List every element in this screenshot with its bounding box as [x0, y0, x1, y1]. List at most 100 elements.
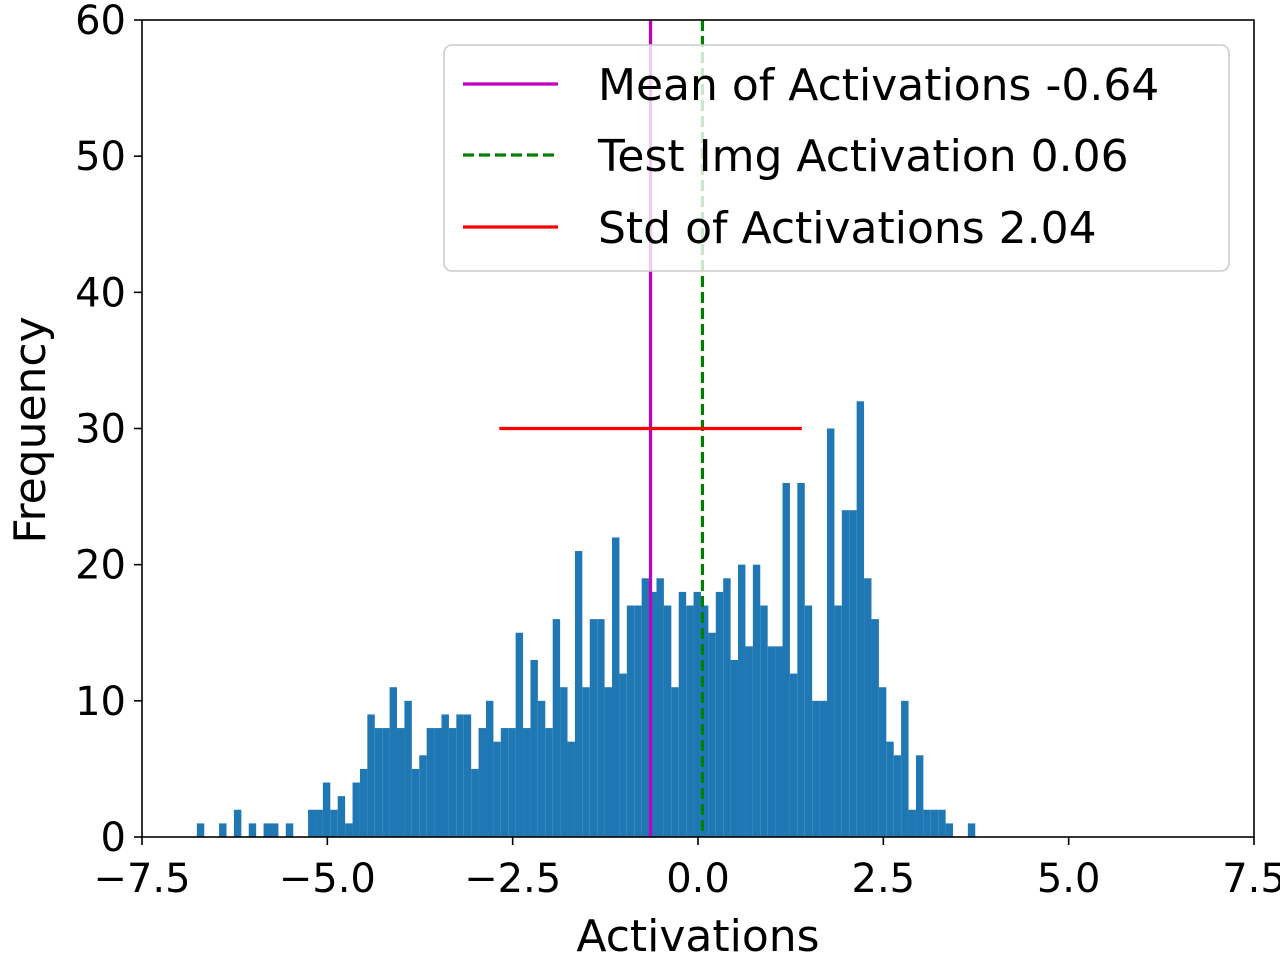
histogram-bar	[389, 687, 398, 837]
histogram-bar	[715, 591, 724, 837]
histogram-bar	[345, 823, 353, 837]
legend-label: Mean of Activations -0.64	[598, 60, 1159, 111]
histogram-bars	[196, 401, 976, 837]
histogram-bar	[493, 741, 501, 837]
histogram-bar	[463, 714, 472, 837]
histogram-bar	[797, 482, 805, 837]
legend: Mean of Activations -0.64 Test Img Activa…	[443, 44, 1230, 272]
histogram-bar	[930, 809, 939, 837]
histogram-bar	[856, 401, 865, 837]
histogram-bar	[434, 728, 442, 837]
y-axis-label: Frequency	[5, 316, 56, 543]
histogram-bar	[337, 796, 346, 837]
y-tick-label: 60	[75, 0, 126, 44]
histogram-bar	[789, 673, 798, 837]
histogram-bar	[804, 605, 813, 837]
histogram-bar	[359, 768, 368, 837]
histogram-bar	[826, 428, 835, 837]
histogram-bar	[270, 823, 279, 837]
histogram-bar	[411, 768, 420, 837]
histogram-bar	[915, 755, 924, 837]
x-tick-label: −7.5	[93, 856, 190, 902]
histogram-bar	[634, 605, 642, 837]
histogram-bar	[352, 782, 360, 837]
histogram-bar	[397, 728, 405, 837]
histogram-bar	[767, 646, 776, 837]
histogram-bar	[738, 564, 746, 837]
histogram-bar	[448, 728, 457, 837]
histogram-bar	[419, 755, 427, 837]
histogram-bar	[456, 714, 464, 837]
histogram-bar	[908, 809, 916, 837]
y-tick-label: 30	[75, 407, 126, 453]
y-axis-ticks: 0 10 20 30 40 50 60	[75, 0, 142, 861]
histogram-bar	[619, 673, 627, 837]
histogram-bar	[219, 823, 227, 837]
histogram-bar	[330, 809, 338, 837]
x-tick-label: 7.5	[1222, 856, 1280, 902]
histogram-bar	[834, 605, 842, 837]
histogram-bar	[530, 659, 538, 837]
histogram-bar	[560, 687, 568, 837]
histogram-bar	[233, 809, 242, 837]
histogram-bar	[485, 700, 494, 837]
histogram-bar	[649, 591, 657, 837]
histogram-bar	[508, 728, 516, 837]
histogram-bar	[945, 823, 954, 837]
histogram-bar	[871, 619, 879, 837]
histogram-bar	[574, 551, 583, 837]
y-tick-label: 40	[75, 270, 126, 316]
x-tick-label: 5.0	[1037, 856, 1101, 902]
histogram-bar	[315, 809, 323, 837]
histogram-bar	[967, 823, 976, 837]
x-axis-ticks: −7.5 −5.0 −2.5 0.0 2.5 5.0 7.5	[93, 837, 1280, 902]
histogram-bar	[849, 510, 857, 837]
histogram-bar	[700, 605, 709, 837]
y-tick-label: 10	[75, 679, 126, 725]
histogram-bar	[537, 700, 546, 837]
histogram-bar	[760, 605, 768, 837]
legend-box	[443, 44, 1230, 272]
histogram-bar	[730, 659, 739, 837]
histogram-bar	[404, 700, 412, 837]
histogram-bar	[567, 741, 575, 837]
legend-label: Std of Activations 2.04	[598, 203, 1097, 254]
y-tick-label: 20	[75, 543, 126, 589]
histogram-bar	[782, 482, 790, 837]
histogram-bar	[478, 728, 486, 837]
histogram-bar	[864, 578, 872, 837]
histogram-bar	[886, 741, 894, 837]
histogram-bar	[612, 537, 620, 837]
histogram-bar	[426, 728, 435, 837]
histogram-bar	[285, 823, 294, 837]
histogram-bar	[552, 619, 561, 837]
histogram-bar	[708, 632, 716, 837]
x-tick-label: −2.5	[464, 856, 561, 902]
histogram-bar	[308, 809, 316, 837]
histogram-bar	[878, 687, 887, 837]
histogram-bar	[663, 605, 672, 837]
histogram-bar	[367, 714, 375, 837]
histogram-bar	[723, 578, 731, 837]
legend-label: Test Img Activation 0.06	[597, 131, 1129, 182]
histogram-bar	[775, 646, 783, 837]
y-tick-label: 0	[101, 815, 126, 861]
histogram-bar	[196, 823, 205, 837]
histogram-bar	[752, 564, 761, 837]
x-tick-label: −5.0	[279, 856, 376, 902]
histogram-bar	[641, 578, 650, 837]
histogram-bar	[819, 700, 827, 837]
histogram-bar	[693, 591, 701, 837]
histogram-bar	[597, 619, 605, 837]
histogram-bar	[382, 728, 390, 837]
x-tick-label: 0.0	[666, 856, 730, 902]
histogram-bar	[374, 728, 383, 837]
histogram-bar	[901, 700, 909, 837]
histogram-bar	[604, 687, 613, 837]
histogram-bar	[322, 782, 331, 837]
x-tick-label: 2.5	[852, 856, 916, 902]
histogram-bar	[671, 687, 679, 837]
histogram-bar	[745, 646, 753, 837]
histogram-bar	[686, 605, 694, 837]
